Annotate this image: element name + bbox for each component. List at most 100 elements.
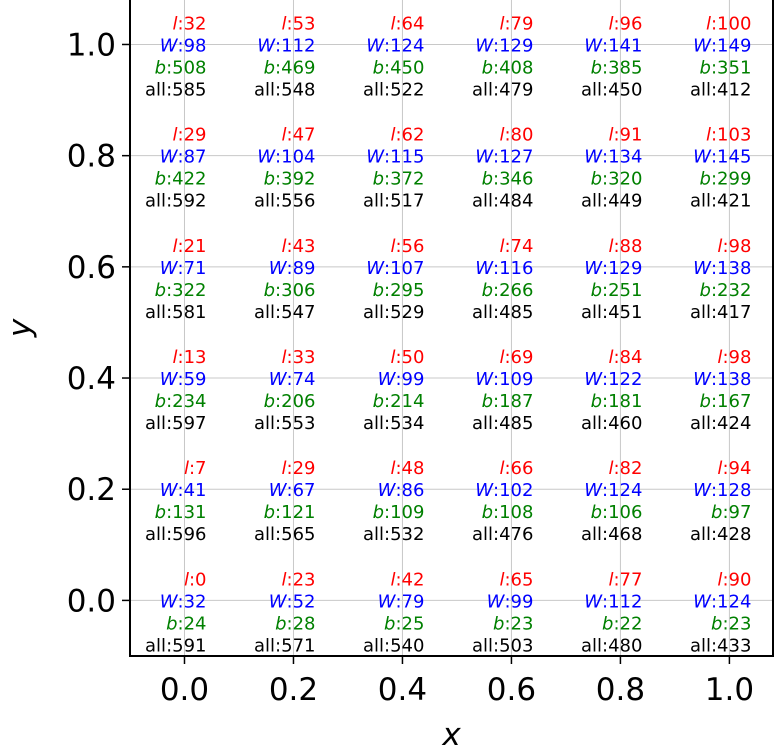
cell-label-prefix: l bbox=[281, 125, 286, 146]
cell-label-value: :108 bbox=[493, 502, 533, 523]
cell-label-all: all:522 bbox=[363, 79, 424, 100]
cell-label-value: :517 bbox=[384, 191, 424, 212]
cell-label-prefix: l bbox=[281, 13, 286, 34]
cell-label-value: :479 bbox=[493, 79, 533, 100]
cell-label-W: W:129 bbox=[584, 258, 642, 279]
cell-label-W: W:124 bbox=[693, 591, 751, 612]
cell-label-prefix: all bbox=[472, 191, 493, 212]
cell-label-prefix: all bbox=[254, 413, 275, 434]
cell-label-value: :91 bbox=[613, 125, 642, 146]
cell-label-prefix: b bbox=[275, 613, 286, 634]
cell-label-l: l:29 bbox=[173, 125, 207, 146]
cell-label-prefix: W bbox=[693, 147, 712, 168]
cell-label-prefix: W bbox=[584, 147, 603, 168]
cell-label-all: all:424 bbox=[690, 413, 751, 434]
cell-label-prefix: b bbox=[591, 169, 602, 190]
cell-label-l: l:50 bbox=[390, 347, 424, 368]
cell-label-value: :96 bbox=[613, 13, 642, 34]
cell-label-value: :90 bbox=[722, 569, 751, 590]
cell-label-value: :412 bbox=[711, 79, 751, 100]
cell-label-W: W:89 bbox=[269, 258, 316, 279]
cell-label-value: :23 bbox=[287, 569, 316, 590]
cell-label-prefix: all bbox=[145, 635, 166, 656]
cell-label-value: :522 bbox=[384, 79, 424, 100]
cell-label-value: :468 bbox=[602, 524, 642, 545]
cell-label-value: :428 bbox=[711, 524, 751, 545]
cell-label-l: l:84 bbox=[608, 347, 642, 368]
cell-label-value: :42 bbox=[395, 569, 424, 590]
cell-label-prefix: W bbox=[693, 480, 712, 501]
cell-label-prefix: l bbox=[390, 458, 395, 479]
cell-label-prefix: W bbox=[378, 480, 397, 501]
cell-label-value: :351 bbox=[711, 57, 751, 78]
y-tick-label: 0.0 bbox=[67, 583, 116, 619]
cell-label-l: l:29 bbox=[281, 458, 315, 479]
x-tick-label: 1.0 bbox=[705, 672, 754, 708]
cell-label-value: :534 bbox=[384, 413, 424, 434]
cell-label-value: :71 bbox=[178, 258, 207, 279]
cell-label-value: :124 bbox=[602, 480, 642, 501]
cell-label-prefix: W bbox=[257, 147, 276, 168]
cell-label-b: b:372 bbox=[373, 169, 425, 190]
cell-label-value: :451 bbox=[602, 302, 642, 323]
cell-label-b: b:351 bbox=[700, 57, 752, 78]
y-tick-label: 0.6 bbox=[67, 250, 116, 286]
cell-label-value: :28 bbox=[287, 613, 316, 634]
cell-label-l: l:88 bbox=[608, 236, 642, 257]
cell-label-value: :66 bbox=[504, 458, 533, 479]
cell-label-value: :121 bbox=[275, 502, 315, 523]
cell-label-W: W:74 bbox=[269, 369, 316, 390]
cell-label-value: :187 bbox=[493, 391, 533, 412]
cell-label-prefix: l bbox=[499, 236, 504, 257]
cell-label-prefix: all bbox=[145, 79, 166, 100]
cell-label-value: :581 bbox=[166, 302, 206, 323]
cell-label-value: :503 bbox=[493, 635, 533, 656]
cell-label-value: :56 bbox=[395, 236, 424, 257]
cell-label-prefix: all bbox=[581, 302, 602, 323]
cell-label-l: l:23 bbox=[281, 569, 315, 590]
cell-label-value: :82 bbox=[613, 458, 642, 479]
cell-label-value: :87 bbox=[178, 147, 207, 168]
cell-label-all: all:421 bbox=[690, 191, 751, 212]
y-tick-label: 1.0 bbox=[67, 27, 116, 63]
cell-label-prefix: W bbox=[475, 480, 494, 501]
cell-label-prefix: l bbox=[608, 347, 613, 368]
cell-label-prefix: all bbox=[581, 413, 602, 434]
cell-label-all: all:534 bbox=[363, 413, 424, 434]
x-axis-label: x bbox=[441, 717, 461, 751]
cell-label-prefix: all bbox=[690, 191, 711, 212]
y-tick-label: 0.2 bbox=[67, 472, 116, 508]
cell-label-b: b:23 bbox=[711, 613, 751, 634]
cell-label-all: all:449 bbox=[581, 191, 642, 212]
cell-label-prefix: b bbox=[700, 169, 711, 190]
cell-label-l: l:33 bbox=[281, 347, 315, 368]
cell-label-all: all:592 bbox=[145, 191, 206, 212]
cell-label-value: :234 bbox=[166, 391, 206, 412]
cell-label-value: :67 bbox=[287, 480, 316, 501]
cell-label-b: b:24 bbox=[166, 613, 206, 634]
cell-label-value: :124 bbox=[384, 35, 424, 56]
cell-label-prefix: l bbox=[390, 236, 395, 257]
cell-label-value: :102 bbox=[493, 480, 533, 501]
cell-label-all: all:450 bbox=[581, 79, 642, 100]
cell-label-value: :98 bbox=[722, 347, 751, 368]
cell-label-prefix: l bbox=[390, 347, 395, 368]
cell-label-value: :32 bbox=[178, 591, 207, 612]
cell-label-prefix: b bbox=[373, 502, 384, 523]
cell-label-prefix: b bbox=[482, 502, 493, 523]
cell-label-W: W:41 bbox=[160, 480, 207, 501]
cell-label-W: W:67 bbox=[269, 480, 316, 501]
cell-label-prefix: W bbox=[475, 258, 494, 279]
cell-label-l: l:100 bbox=[706, 13, 751, 34]
cell-label-b: b:28 bbox=[275, 613, 315, 634]
cell-label-value: :540 bbox=[384, 635, 424, 656]
cell-label-prefix: b bbox=[482, 280, 493, 301]
cell-label-prefix: l bbox=[173, 236, 178, 257]
cell-label-prefix: all bbox=[363, 413, 384, 434]
cell-label-l: l:64 bbox=[390, 13, 424, 34]
cell-label-value: :417 bbox=[711, 302, 751, 323]
cell-label-prefix: b bbox=[700, 391, 711, 412]
cell-label-W: W:128 bbox=[693, 480, 751, 501]
cell-label-all: all:540 bbox=[363, 635, 424, 656]
cell-label-value: :299 bbox=[711, 169, 751, 190]
